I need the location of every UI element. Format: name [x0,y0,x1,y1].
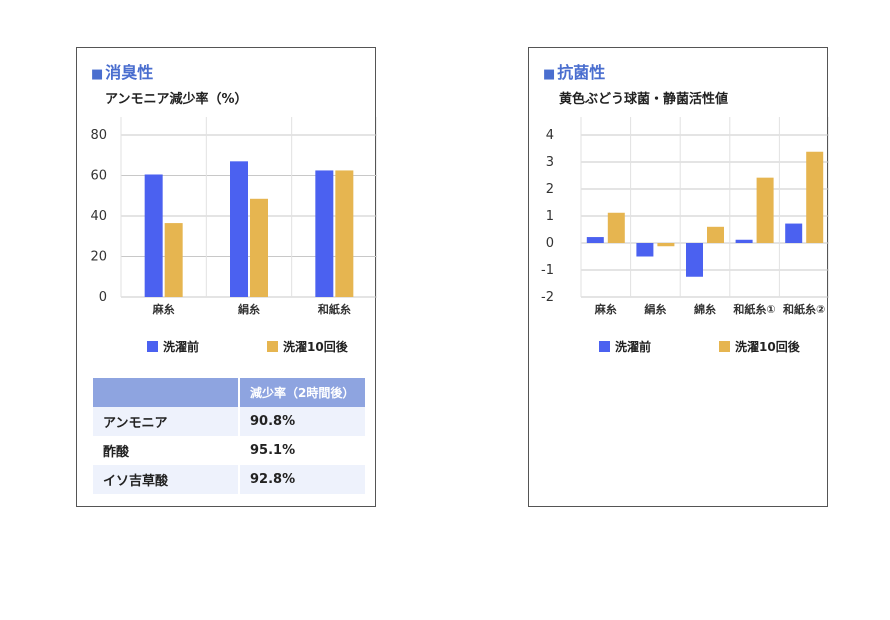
bar-after [806,151,824,243]
legend-label-before: 洗濯前 [615,340,652,354]
y-tick-label: 2 [546,182,554,197]
x-tick-label: 麻糸 [152,302,175,316]
table-header-reduction: 減少率（2時間後） [239,378,365,407]
table-row: アンモニア 90.8% [93,407,365,436]
y-tick-label: 60 [90,169,107,184]
bar-after [607,212,625,243]
x-tick-label: 和紙糸 [318,302,351,316]
x-tick-label: 絹糸 [238,302,260,316]
table-cell-value: 92.8% [239,465,365,494]
legend-swatch-after [267,341,278,352]
bar-before [144,174,163,297]
antibacterial-title: ■ 抗菌性 [543,59,605,83]
bar-before [785,223,803,243]
bar-before [636,243,654,257]
bar-before [315,170,334,297]
y-tick-label: 4 [546,128,554,143]
y-tick-label: 3 [546,155,554,170]
legend-label-before: 洗濯前 [163,340,200,354]
deodorant-panel: ■ 消臭性 アンモニア減少率（%） 0 20 40 60 80 麻糸 絹糸 和紙糸 洗濯前 洗濯… [76,47,377,507]
y-tick-label: 80 [90,128,107,143]
y-tick-label: 1 [546,209,554,224]
legend-swatch-after [719,341,730,352]
title-marker: ■ [91,67,104,82]
bar-before [735,239,753,243]
table-header-empty [93,378,240,407]
table-cell-value: 95.1% [250,443,296,458]
deodorant-table: 減少率（2時間後） アンモニア 90.8% 酢酸 95.1% イソ吉草酸 92.… [93,378,365,494]
antibacterial-title-text: 抗菌性 [557,63,606,82]
x-tick-label: 和紙糸② [783,302,825,316]
legend-label-after: 洗濯10回後 [283,340,348,354]
legend-swatch-before [147,341,158,352]
x-tick-label: 綿糸 [694,302,716,316]
y-tick-label: -2 [541,290,554,305]
legend-item-after: 洗濯10回後 [267,338,348,355]
table-cell-substance: イソ吉草酸 [93,465,240,494]
bar-after [707,226,724,243]
table-cell-substance: アンモニア [93,407,240,436]
antibacterial-panel: ■ 抗菌性 黄色ぶどう球菌・静菌活性値 -2 -1 0 1 2 3 4 麻糸 絹糸 綿糸 和紙糸① 和紙… [528,47,829,507]
deodorant-title: ■ 消臭性 [91,59,153,83]
legend-label-after: 洗濯10回後 [735,340,800,354]
bar-before [686,243,703,277]
table-cell-value: 90.8% [239,407,365,436]
title-marker: ■ [543,67,556,82]
table-header-row: 減少率（2時間後） [93,378,365,407]
staph-bar-chart: -2 -1 0 1 2 3 4 麻糸 絹糸 綿糸 和紙糸① 和紙糸② [541,117,829,316]
table-cell-substance: 酢酸 [93,436,240,465]
legend-swatch-before [599,341,610,352]
legend-item-before: 洗濯前 [599,338,651,355]
staph-chart-title: 黄色ぶどう球菌・静菌活性値 [559,92,729,107]
table-row: イソ吉草酸 92.8% [93,465,365,494]
y-tick-label: 20 [90,250,107,265]
x-tick-label: 和紙糸① [733,302,775,316]
bar-after [756,177,774,243]
table-row: 酢酸 95.1% [93,436,365,465]
y-tick-label: 40 [90,209,107,224]
bar-after [164,223,183,297]
bar-before [586,237,604,243]
bar-after [657,243,675,247]
legend-item-before: 洗濯前 [147,338,199,355]
bar-after [335,170,354,297]
x-tick-label: 絹糸 [644,302,666,316]
ammonia-chart-title: アンモニア減少率（%） [105,92,248,107]
x-tick-label: 麻糸 [594,302,617,316]
legend-item-after: 洗濯10回後 [719,338,800,355]
ammonia-bar-chart: 0 20 40 60 80 麻糸 絹糸 和紙糸 [90,117,377,316]
y-tick-label: 0 [546,236,554,251]
bar-after [250,198,268,297]
y-tick-label: -1 [541,263,554,278]
bar-before [230,161,248,297]
y-tick-label: 0 [99,290,107,305]
deodorant-title-text: 消臭性 [105,63,154,82]
